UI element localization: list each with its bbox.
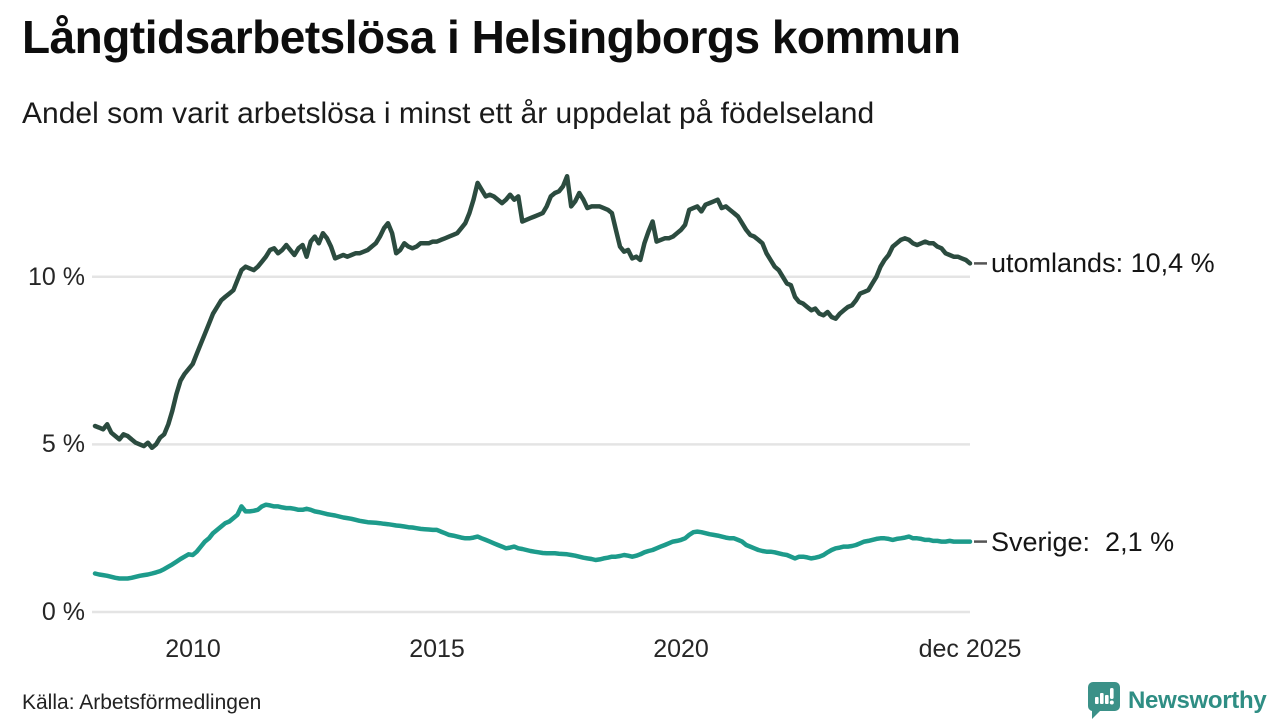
- chart-title: Långtidsarbetslösa i Helsingborgs kommun: [22, 11, 961, 63]
- bar-chart-bubble-icon: [1088, 682, 1120, 719]
- newsworthy-logo: Newsworthy: [1088, 682, 1267, 719]
- series-line-utomlands: [92, 173, 973, 451]
- source-note: Källa: Arbetsförmedlingen: [22, 691, 262, 714]
- newsworthy-wordmark: Newsworthy: [1128, 686, 1267, 714]
- chart-subtitle: Andel som varit arbetslösa i minst ett å…: [22, 97, 875, 130]
- series-line-Sverige: [92, 502, 973, 581]
